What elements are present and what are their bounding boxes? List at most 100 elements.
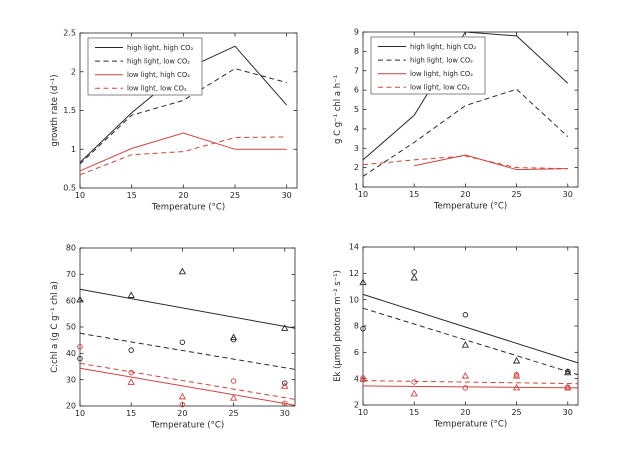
x-tick-label: 25 [511,190,521,199]
data-point-triangle [229,394,238,401]
legend-entry-label: high light, high CO₂ [127,44,193,52]
legend-entry-label: low light, high CO₂ [127,71,190,79]
y-axis-label: g C g⁻¹ chl a h⁻¹ [333,75,343,144]
data-point-triangle [281,382,289,389]
data-point-circle [230,336,237,343]
y-tick-label: 20 [66,402,76,411]
data-point-triangle [512,356,521,364]
y-tick-label: 12 [349,269,359,278]
x-tick-label: 15 [126,409,136,418]
data-point-triangle [512,383,521,391]
series-line [79,362,296,400]
data-point-triangle [461,341,470,348]
data-point-triangle [410,389,418,397]
y-tick-label: 2.5 [63,29,76,38]
x-tick-label: 30 [563,190,573,199]
x-tick-label: 20 [178,191,188,200]
x-tick-label: 25 [230,191,240,200]
data-point-triangle [359,278,367,286]
data-point-triangle [127,291,135,298]
x-axis-label: Temperature (°C) [433,202,507,212]
series-line [79,136,287,176]
legend-entry-label: high light, low CO₂ [410,57,473,65]
y-tick-label: 8 [354,47,359,56]
y-tick-label: 6 [354,348,359,357]
x-tick-label: 15 [409,408,419,417]
data-point-triangle [178,267,187,275]
x-tick-label: 15 [127,191,137,200]
y-tick-label: 40 [66,349,76,358]
data-point-circle [128,347,134,353]
series-line [79,367,296,406]
y-tick-label: 1 [354,183,359,192]
y-tick-label: 60 [66,296,76,305]
data-point-triangle [461,372,470,379]
y-tick-label: 1.5 [63,106,76,115]
data-point-circle [462,312,469,318]
x-axis-label: Temperature (°C) [150,421,224,431]
legend-entry-label: low light, low CO₂ [127,85,187,93]
series-line [362,293,579,364]
data-point-circle [179,339,186,346]
data-point-circle [411,379,417,385]
chart-carbon-fixation: 10 15 20 25 30 1 2 3 4 5 6 7 8 9 Temperature (°C) g C g… [333,28,579,212]
data-point-triangle [127,378,135,385]
data-point-triangle [76,295,84,303]
x-tick-label: 25 [228,409,238,418]
series-line [362,155,568,170]
y-tick-label: 4 [354,374,359,383]
x-tick-label: 20 [460,190,470,199]
chart-ek-light-saturation: 10 15 20 25 30 2 4 6 8 10 12 14 Temperature (°C) Ek (… [333,243,579,430]
x-tick-label: 15 [409,190,419,199]
data-point-circle [565,368,571,375]
y-tick-label: 6 [354,86,359,95]
x-axis-label: Temperature (°C) [151,203,225,213]
series-line [79,132,287,172]
y-tick-label: 50 [66,323,76,332]
x-tick-label: 10 [358,190,368,199]
axes-box [362,246,579,406]
data-point-circle [462,385,469,391]
y-tick-label: 2 [71,67,76,76]
data-point-circle [282,380,288,386]
chart-growth-rate: 10 15 20 25 30 0.5 1 1.5 2 2.5 Temperature (°C) gro… [50,29,298,213]
y-axis-label: C:chl a (g C g⁻¹ chl a) [50,281,60,373]
x-tick-label: 20 [460,408,470,417]
data-point-triangle [564,383,572,391]
legend-entry-label: high light, low CO₂ [127,58,190,66]
y-tick-label: 30 [66,375,76,384]
series-line [362,380,579,385]
y-tick-label: 1 [71,145,76,154]
x-tick-label: 30 [563,408,573,417]
data-point-triangle [564,368,572,376]
x-tick-label: 30 [280,409,290,418]
y-tick-label: 10 [349,295,359,304]
series-line [79,68,287,165]
x-tick-label: 10 [75,191,85,200]
x-axis-label: Temperature (°C) [433,420,507,430]
y-axis-label: Ek (μmol photons m⁻² s⁻¹) [333,270,343,382]
y-tick-label: 80 [66,244,76,253]
x-tick-label: 25 [511,408,521,417]
series-line [362,307,579,376]
data-point-triangle [410,273,418,281]
axes-box [79,247,296,407]
x-tick-label: 10 [358,408,368,417]
data-point-circle [77,355,83,362]
data-point-circle [282,400,288,407]
data-point-triangle [229,333,238,341]
data-point-circle [77,343,83,350]
data-point-triangle [512,372,521,379]
y-tick-label: 0.5 [63,184,76,193]
y-tick-label: 70 [66,270,76,279]
legend-entry-label: high light, high CO₂ [410,43,476,51]
y-tick-label: 4 [354,124,359,133]
series-line [362,31,569,161]
y-axis-label: growth rate (d⁻¹) [50,74,60,146]
y-tick-label: 5 [354,105,359,114]
legend-entry-label: low light, low CO₂ [410,84,470,92]
data-point-circle [128,369,134,376]
data-point-triangle [281,324,289,331]
x-tick-label: 10 [75,409,85,418]
